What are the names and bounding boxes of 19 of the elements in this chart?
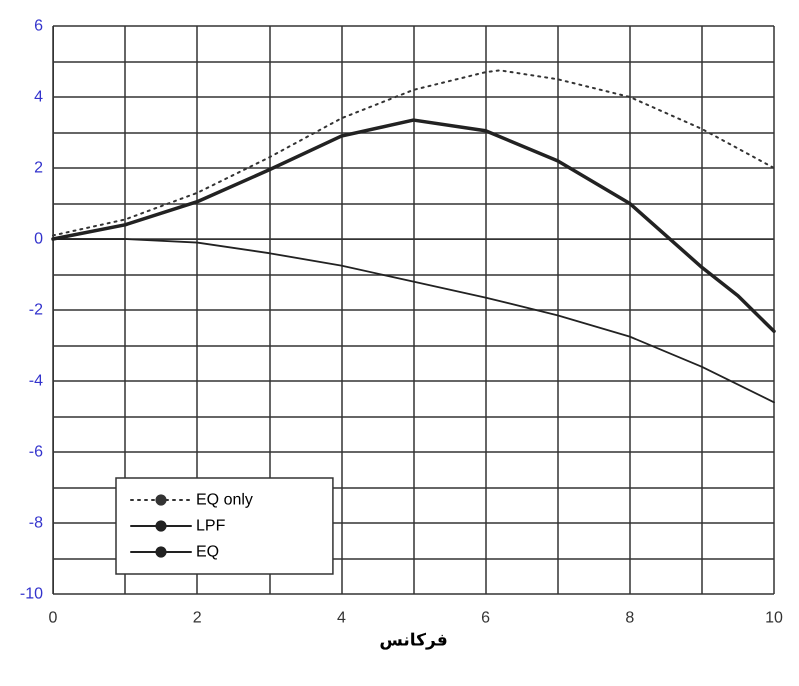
legend-label: LPF <box>196 518 226 534</box>
x-tick-label: 10 <box>765 610 783 626</box>
y-tick-label: -10 <box>20 586 44 602</box>
y-tick-label: 0 <box>34 230 44 248</box>
x-axis-title: فرکانس <box>379 630 448 650</box>
legend-label: EQ only <box>196 492 253 508</box>
x-tick-label: 6 <box>481 610 490 626</box>
y-tick-label: 6 <box>34 18 44 34</box>
y-tick-label: -4 <box>28 372 44 390</box>
y-tick-label: 4 <box>34 88 44 106</box>
x-tick-label: 8 <box>625 610 634 626</box>
x-tick-label: 0 <box>48 610 58 626</box>
y-tick-label: -6 <box>28 444 44 460</box>
x-tick-label: 4 <box>336 610 346 626</box>
y-tick-label: -2 <box>28 302 44 318</box>
y-tick-label: 2 <box>34 160 44 176</box>
x-tick-label: 2 <box>192 610 202 626</box>
y-tick-label: -8 <box>28 514 44 532</box>
legend-label: EQ <box>196 544 220 560</box>
